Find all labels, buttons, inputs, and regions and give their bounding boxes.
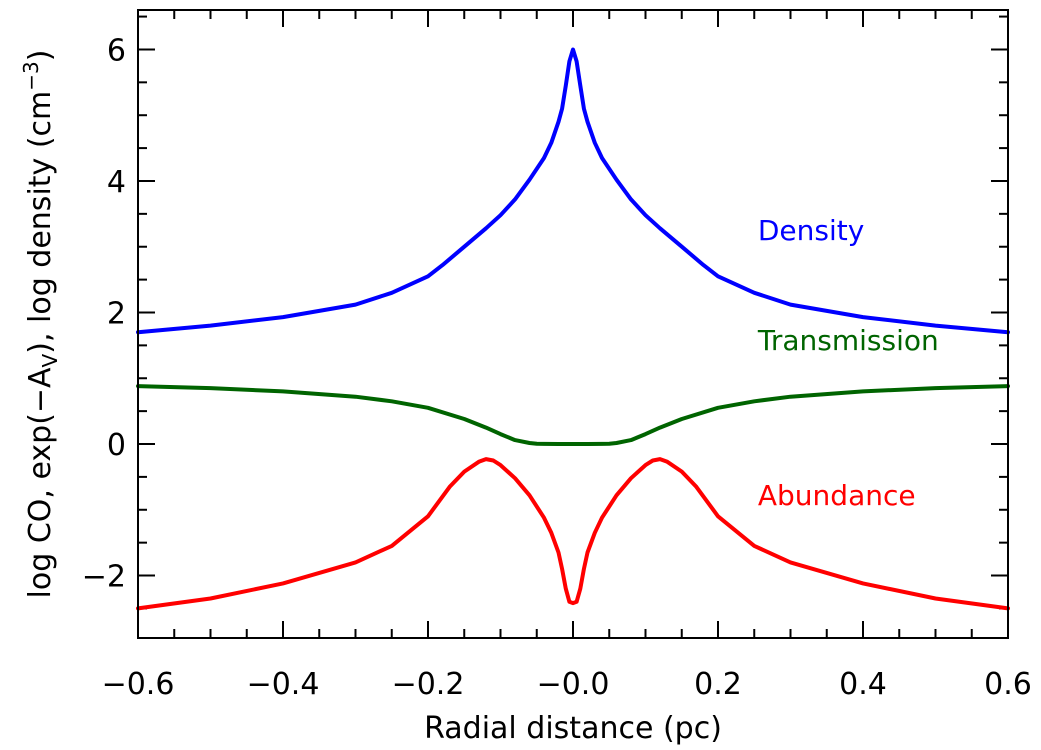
y-tick-label-4: 6 xyxy=(107,33,126,68)
x-tick-label-5: 0.4 xyxy=(839,667,887,702)
x-tick-label-3: −0.0 xyxy=(537,667,610,702)
series-line-transmission xyxy=(136,384,1010,446)
series-line-density xyxy=(136,47,1010,335)
y-axis-label-superscript: −3 xyxy=(19,61,43,90)
axis-tick-labels: −0.6 −0.4 −0.2 −0.0 0.2 0.4 0.6 −2 0 2 4 6 xyxy=(82,33,1032,702)
series-label-density: Density xyxy=(758,214,864,247)
plot-frame xyxy=(137,9,1009,639)
series-label-abundance: Abundance xyxy=(758,479,916,512)
y-tick-label-1: 0 xyxy=(107,428,126,463)
y-axis-label-middle: ), log density (cm xyxy=(23,91,58,354)
x-axis-label: Radial distance (pc) xyxy=(424,711,722,746)
data-series xyxy=(136,47,1010,611)
x-tick-label-0: −0.6 xyxy=(102,667,175,702)
y-tick-label-3: 4 xyxy=(107,165,126,200)
x-tick-label-2: −0.2 xyxy=(392,667,465,702)
y-axis-label-subscript: V xyxy=(38,353,62,367)
x-tick-label-6: 0.6 xyxy=(984,667,1032,702)
y-tick-label-0: −2 xyxy=(82,560,126,595)
series-line-abundance xyxy=(136,457,1010,611)
y-axis-label: log CO, exp(−AV), log density (cm−3) xyxy=(19,50,62,599)
x-tick-label-4: 0.2 xyxy=(694,667,742,702)
series-labels: Density Transmission Abundance xyxy=(757,214,939,512)
x-tick-label-1: −0.4 xyxy=(247,667,320,702)
axis-ticks xyxy=(137,10,1009,638)
y-tick-label-2: 2 xyxy=(107,296,126,331)
series-label-transmission: Transmission xyxy=(757,324,939,357)
y-axis-label-suffix: ) xyxy=(23,50,58,62)
y-axis-label-prefix: log CO, exp(−A xyxy=(23,367,58,598)
